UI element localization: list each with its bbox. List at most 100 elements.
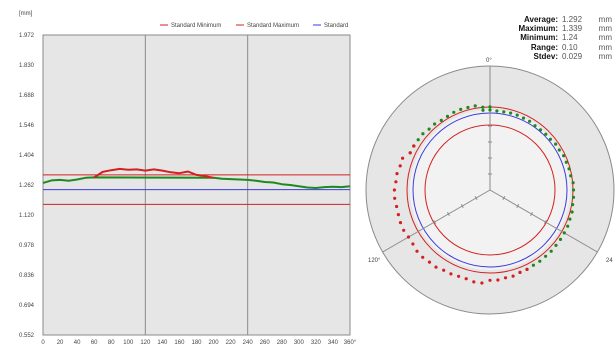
plot-area (42, 34, 351, 336)
polar-label-240: 24 (606, 258, 613, 264)
x-tick-label: 320 (311, 340, 322, 346)
y-tick-label: 1.972 (19, 33, 35, 39)
polar-point (393, 196, 397, 200)
polar-point (398, 164, 402, 168)
polar-point (544, 254, 548, 258)
polar-axes (382, 66, 598, 253)
stat-unit: mm (598, 42, 612, 52)
polar-tick (530, 212, 534, 216)
polar-point (395, 204, 399, 209)
y-tick-label: 1.830 (19, 63, 35, 69)
polar-point (481, 108, 485, 112)
stat-stdev: Stdev: 0.029 mm (508, 52, 612, 61)
polar-spoke-2 (489, 189, 598, 253)
stat-value: 0.10 (562, 42, 578, 52)
polar-tick (446, 212, 450, 216)
polar-point (392, 188, 396, 192)
polar-point (464, 277, 468, 281)
polar-point (408, 151, 412, 155)
polar-point (439, 118, 443, 122)
polar-point (496, 278, 500, 282)
polar-tick (474, 196, 478, 200)
y-tick-label: 0.836 (19, 273, 35, 279)
stat-unit: mm (598, 24, 612, 34)
x-tick-label: 140 (157, 340, 168, 346)
polar-point (554, 243, 558, 247)
y-tick-label: 0.978 (19, 243, 35, 249)
polar-point (427, 260, 432, 264)
polar-point (473, 104, 477, 108)
series-group (42, 167, 351, 189)
y-tick-label: 1.404 (19, 153, 35, 159)
x-tick-label: 180 (191, 340, 202, 346)
polar-point (402, 228, 406, 232)
polar-point (567, 167, 571, 171)
polar-point (396, 213, 400, 217)
x-tick-label: 360° (344, 340, 357, 346)
y-tick-label: 1.120 (19, 213, 35, 219)
x-tick-label: 280 (277, 340, 288, 346)
stat-average: Average: 1.292 mm (508, 15, 612, 24)
polar-point (562, 231, 566, 235)
polar-point (533, 124, 537, 128)
polar-point (554, 142, 558, 146)
x-tick-label: 240 (243, 340, 254, 346)
series-line-0 (42, 176, 351, 189)
polar-point (480, 281, 484, 285)
polar-point (569, 174, 573, 178)
stat-unit: mm (598, 33, 612, 43)
polar-point (571, 203, 575, 207)
polar-point (557, 148, 561, 152)
stat-minimum: Minimum: 1.24 mm (508, 33, 612, 42)
x-tick-label: 260 (260, 340, 271, 346)
polar-point (434, 265, 438, 269)
polar-point (549, 249, 553, 253)
polar-point (518, 270, 522, 274)
legend-label-standard: Standard (324, 23, 348, 29)
y-tick-label: 1.688 (19, 93, 35, 99)
stat-label: Stdev: (533, 51, 558, 61)
polar-point (566, 224, 570, 228)
x-tick-label: 40 (74, 340, 81, 346)
x-tick-label: 60 (91, 340, 98, 346)
polar-point (538, 128, 543, 132)
stat-unit: mm (598, 15, 612, 24)
line-chart: 1.972 1.830 1.688 1.546 1.404 1.262 1.120 0.978… (19, 11, 357, 346)
y-tick-label: 0.694 (19, 303, 35, 309)
legend-label-standard-minimum: Standard Minimum (171, 23, 221, 29)
polar-tick (502, 196, 506, 200)
polar-point (564, 160, 568, 164)
polar-point (509, 111, 513, 115)
polar-label-0: 0° (486, 58, 492, 64)
polar-point (406, 235, 411, 239)
polar-point (570, 210, 574, 214)
x-tick-labels: 0 20 40 60 80 100 120 140 160 180 200 220 240 260 280 3… (41, 340, 356, 346)
polar-point (511, 274, 515, 278)
stat-label: Range: (530, 42, 558, 52)
stat-unit: mm (598, 51, 612, 61)
polar-point (401, 156, 405, 160)
stat-label: Average: (524, 15, 558, 24)
y-tick-labels: 1.972 1.830 1.688 1.546 1.404 1.262 1.120 0.978… (19, 33, 35, 339)
polar-point (488, 278, 492, 282)
x-tick-label: 200 (209, 340, 220, 346)
polar-tick (516, 204, 520, 208)
x-tick-label: 0 (41, 340, 45, 346)
polar-point (449, 272, 453, 276)
polar-point (521, 116, 526, 120)
polar-point (395, 172, 399, 176)
x-tick-label: 80 (108, 340, 115, 346)
polar-point (472, 280, 476, 284)
x-tick-label: 300 (294, 340, 305, 346)
x-tick-label: 340 (328, 340, 339, 346)
polar-point (445, 114, 450, 118)
stat-value: 1.339 (562, 24, 583, 34)
series-line-1 (93, 167, 214, 179)
polar-point (466, 105, 470, 110)
stat-label: Maximum: (518, 24, 558, 34)
polar-point (544, 132, 548, 136)
y-tick-label: 0.552 (19, 333, 35, 339)
polar-point (562, 154, 566, 158)
x-tick-label: 120 (140, 340, 151, 346)
polar-point (571, 195, 576, 199)
